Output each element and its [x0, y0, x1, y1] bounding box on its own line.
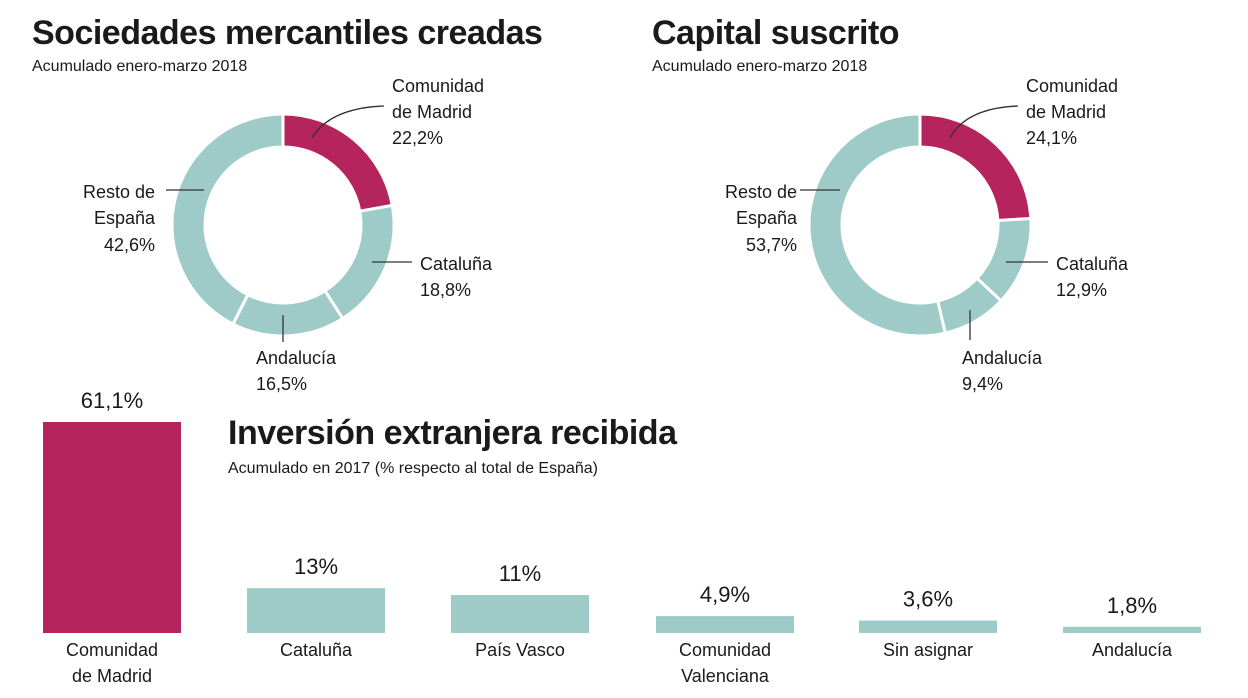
donut2-subtitle: Acumulado enero-marzo 2018 [652, 58, 868, 75]
donut2-slice-0 [918, 112, 1033, 223]
bar-value-1: 13% [294, 554, 338, 579]
bar-value-3: 4,9% [700, 582, 750, 607]
donut2-value-1: 12,9% [1056, 280, 1107, 300]
bar-subtitle: Acumulado en 2017 (% respecto al total d… [228, 460, 599, 477]
bar-title: Inversión extranjera recibida [228, 414, 677, 452]
bar-3 [656, 616, 794, 633]
donut1-label-3: España [94, 208, 156, 228]
bar-0 [43, 422, 181, 633]
bar-category-5: Andalucía [1092, 640, 1173, 660]
bar-category-3: Valenciana [681, 666, 770, 686]
bar-2 [451, 595, 589, 633]
bar-1 [247, 588, 385, 633]
donut1-label-1: Cataluña [420, 254, 493, 274]
donut2-label-0: de Madrid [1026, 102, 1106, 122]
donut2-value-2: 9,4% [962, 374, 1003, 394]
bar-category-0: de Madrid [72, 666, 152, 686]
donut2-leader-0 [949, 105, 1019, 139]
donut1-value-3: 42,6% [104, 235, 155, 255]
donut1-label-0: de Madrid [392, 102, 472, 122]
donut1-value-0: 22,2% [392, 128, 443, 148]
donut2-label-1: Cataluña [1056, 254, 1129, 274]
donut1-label-2: Andalucía [256, 348, 337, 368]
bar-category-4: Sin asignar [883, 640, 973, 660]
donut1-value-2: 16,5% [256, 374, 307, 394]
donut1-slice-3 [170, 112, 285, 327]
bar-5 [1063, 626, 1201, 633]
donut1-subtitle: Acumulado enero-marzo 2018 [32, 58, 248, 75]
donut2-label-2: Andalucía [962, 348, 1043, 368]
donut1-label-0: Comunidad [392, 76, 484, 96]
bar-category-2: País Vasco [475, 640, 565, 660]
donut2-slice-3 [807, 112, 948, 338]
bar-category-1: Cataluña [280, 640, 353, 660]
donut2-label-3: España [736, 208, 798, 228]
donut2-value-3: 53,7% [746, 235, 797, 255]
bar-value-5: 1,8% [1107, 593, 1157, 618]
bar-value-4: 3,6% [903, 587, 953, 612]
donut2-title: Capital suscrito [652, 14, 900, 52]
donut1-value-1: 18,8% [420, 280, 471, 300]
donut1-slice-2 [230, 288, 345, 338]
donut2-label-3: Resto de [725, 182, 797, 202]
donut1-title: Sociedades mercantiles creadas [32, 14, 543, 52]
bar-value-2: 11% [499, 561, 541, 586]
donut1-leader-0 [311, 105, 385, 139]
bar-value-0: 61,1% [81, 388, 143, 413]
bar-4 [859, 620, 997, 633]
donut2-value-0: 24,1% [1026, 128, 1077, 148]
donut1-slice-0 [281, 112, 395, 213]
bar-category-0: Comunidad [66, 640, 158, 660]
bar-category-3: Comunidad [679, 640, 771, 660]
donut2-label-0: Comunidad [1026, 76, 1118, 96]
donut1-label-3: Resto de [83, 182, 155, 202]
